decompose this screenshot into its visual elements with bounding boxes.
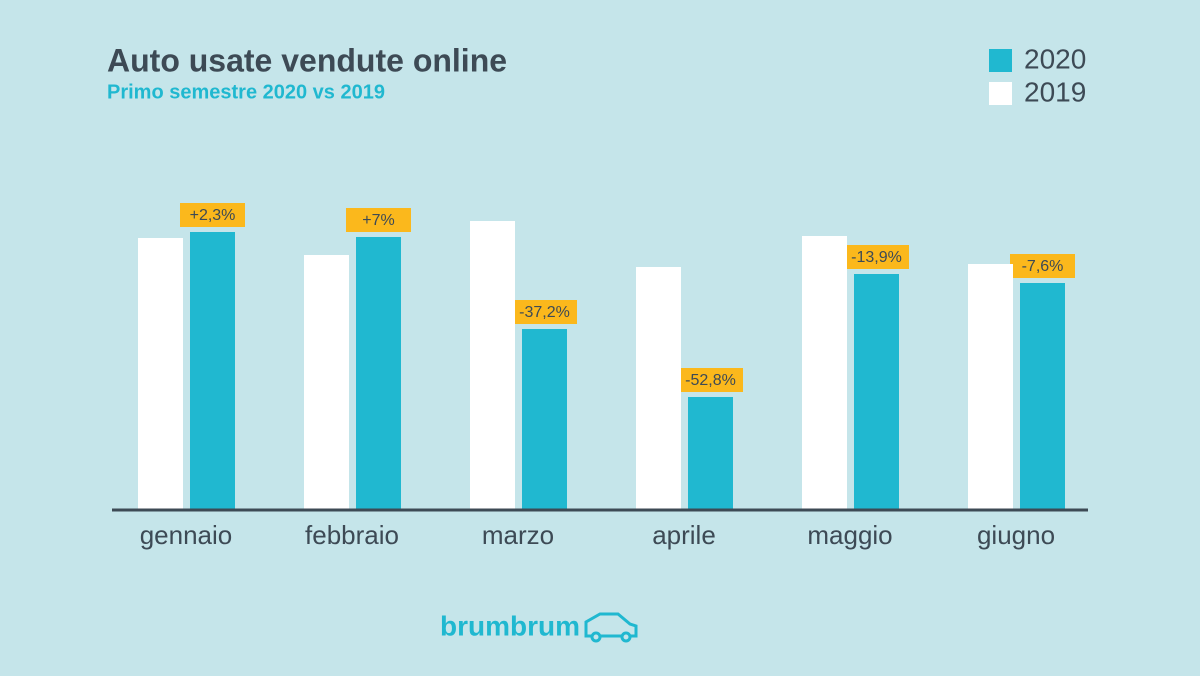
bar <box>190 232 235 509</box>
bar <box>854 274 899 509</box>
logo-icon <box>584 612 638 643</box>
chart-subtitle: Primo semestre 2020 vs 2019 <box>107 81 385 103</box>
bar <box>522 329 567 509</box>
change-label: -13,9% <box>851 249 902 266</box>
change-badge <box>1010 254 1075 278</box>
legend-label: 2019 <box>1024 76 1086 107</box>
x-tick-label: maggio <box>807 520 892 550</box>
chart-title: Auto usate vendute online <box>107 42 507 78</box>
change-badge <box>512 300 577 324</box>
legend-swatch <box>989 82 1012 105</box>
x-tick-label: febbraio <box>305 520 399 550</box>
change-label: -52,8% <box>685 372 736 389</box>
change-label: +2,3% <box>190 207 236 224</box>
change-badge <box>346 208 411 232</box>
bar <box>688 397 733 509</box>
change-badge <box>844 245 909 269</box>
logo-text: brumbrum <box>440 610 580 641</box>
bar <box>470 221 515 509</box>
change-badge <box>678 368 743 392</box>
x-tick-label: giugno <box>977 520 1055 550</box>
bar <box>968 264 1013 509</box>
change-label: +7% <box>362 212 394 229</box>
bar <box>138 238 183 509</box>
bar <box>356 237 401 509</box>
legend-swatch <box>989 49 1012 72</box>
bar <box>1020 283 1065 509</box>
legend-label: 2020 <box>1024 43 1086 74</box>
change-label: -7,6% <box>1022 258 1064 275</box>
bar <box>304 255 349 509</box>
bar <box>636 267 681 509</box>
change-label: -37,2% <box>519 304 570 321</box>
x-tick-label: marzo <box>482 520 554 550</box>
change-badge <box>180 203 245 227</box>
bar <box>802 236 847 509</box>
x-tick-label: gennaio <box>140 520 233 550</box>
x-tick-label: aprile <box>652 520 716 550</box>
